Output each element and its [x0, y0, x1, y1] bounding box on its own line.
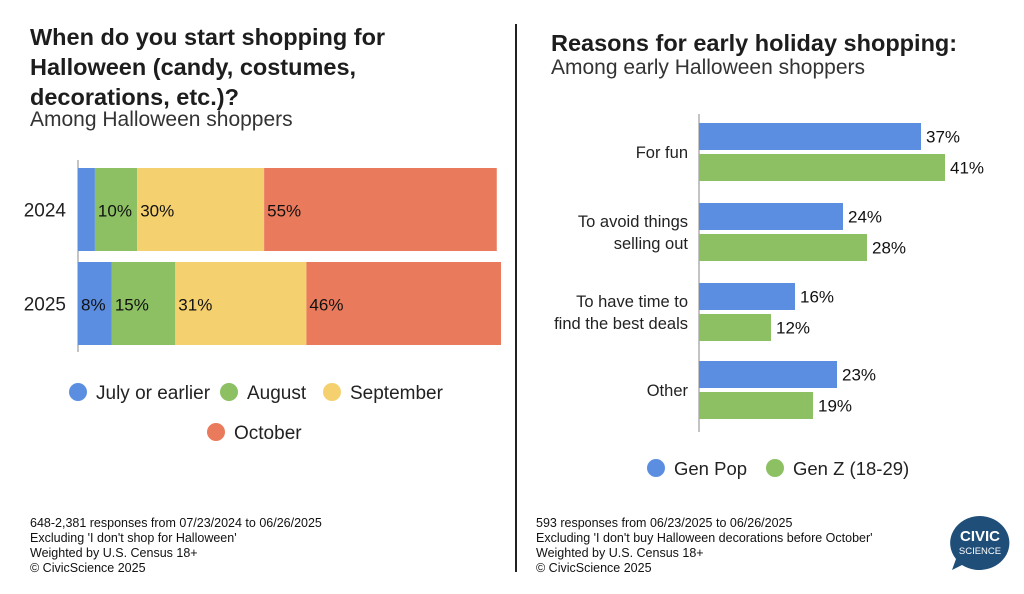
data-label: 10%	[98, 202, 132, 221]
legend-label: October	[234, 423, 302, 444]
grouped-bar-chart: For fun 37% 41% To avoid things selling out 2…	[554, 114, 984, 479]
left-footnote-line: Weighted by U.S. Census 18+	[30, 546, 198, 560]
bar	[699, 203, 843, 230]
legend-label: September	[350, 383, 444, 404]
bar-segment	[306, 262, 501, 345]
legend-label: Gen Z (18-29)	[793, 458, 909, 479]
logo-speech-bubble	[950, 516, 1010, 570]
bar	[699, 283, 795, 310]
right-footnote-line: Excluding 'I don't buy Halloween decorat…	[536, 531, 873, 545]
data-label: 37%	[926, 128, 960, 147]
data-label: 19%	[818, 397, 852, 416]
bar-segment	[137, 168, 265, 251]
stacked-bar-chart: 2024 10% 30% 55% 2025 8% 15% 31% 46% July or earl…	[24, 160, 501, 444]
legend-marker	[647, 459, 665, 477]
data-label: 16%	[800, 288, 834, 307]
category-label: find the best deals	[554, 315, 688, 333]
data-label: 31%	[178, 296, 212, 315]
left-chart-subtitle: Among Halloween shoppers	[30, 108, 293, 131]
category-label: To avoid things	[578, 213, 688, 231]
logo-text-science: SCIENCE	[959, 546, 1001, 557]
legend-marker	[220, 383, 238, 401]
legend-label: Gen Pop	[674, 458, 747, 479]
data-label: 12%	[776, 319, 810, 338]
bar-segment	[175, 262, 307, 345]
legend-marker	[69, 383, 87, 401]
bar-segment	[78, 262, 112, 345]
legend-label: August	[247, 383, 307, 404]
panel-divider	[515, 24, 517, 572]
bar	[699, 314, 771, 341]
left-chart-title: When do you start shopping for Halloween…	[30, 24, 386, 110]
bar-segment	[111, 262, 176, 345]
bar	[699, 392, 813, 419]
right-footnote-line: © CivicScience 2025	[536, 561, 652, 575]
left-footnote-line: © CivicScience 2025	[30, 561, 146, 575]
bar-segment	[78, 168, 95, 251]
right-footnote: 593 responses from 06/23/2025 to 06/26/2…	[536, 516, 873, 576]
left-footnote-line: 648-2,381 responses from 07/23/2024 to 0…	[30, 516, 322, 530]
legend-marker	[766, 459, 784, 477]
bar	[699, 123, 921, 150]
logo-text-civic: CIVIC	[960, 528, 1000, 545]
data-label: 55%	[267, 202, 301, 221]
data-label: 15%	[115, 296, 149, 315]
left-footnote: 648-2,381 responses from 07/23/2024 to 0…	[30, 516, 322, 576]
data-label: 46%	[309, 296, 343, 315]
category-label: To have time to	[576, 293, 688, 311]
category-label: selling out	[614, 235, 689, 253]
data-label: 23%	[842, 366, 876, 385]
right-footnote-line: 593 responses from 06/23/2025 to 06/26/2…	[536, 516, 793, 530]
right-chart-subtitle: Among early Halloween shoppers	[551, 56, 866, 79]
data-label: 28%	[872, 239, 906, 258]
data-label: 30%	[140, 202, 174, 221]
category-label: 2025	[24, 295, 66, 316]
left-footnote-line: Excluding 'I don't shop for Halloween'	[30, 531, 237, 545]
category-label: Other	[647, 382, 689, 400]
bar-segment	[264, 168, 497, 251]
legend-label: July or earlier	[96, 383, 211, 404]
legend-marker	[323, 383, 341, 401]
civicscience-logo: CIVIC SCIENCE	[950, 516, 1010, 570]
bar	[699, 361, 837, 388]
category-label: 2024	[24, 201, 67, 222]
bar	[699, 154, 945, 181]
legend-marker	[207, 423, 225, 441]
bar	[699, 234, 867, 261]
bar-segment	[94, 168, 138, 251]
data-label: 24%	[848, 208, 882, 227]
right-chart-title: Reasons for early holiday shopping:	[551, 30, 958, 56]
data-label: 8%	[81, 296, 106, 315]
data-label: 41%	[950, 159, 984, 178]
right-footnote-line: Weighted by U.S. Census 18+	[536, 546, 704, 560]
category-label: For fun	[636, 144, 688, 162]
